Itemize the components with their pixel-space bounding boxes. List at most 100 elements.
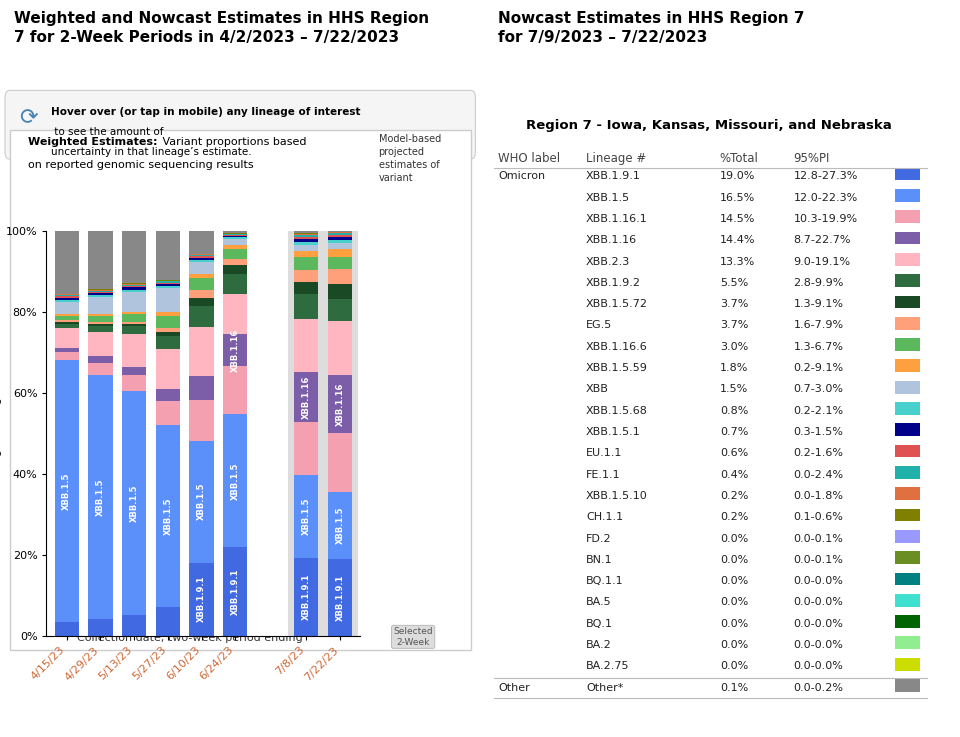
Text: BN.1: BN.1	[586, 555, 612, 565]
Text: XBB.1.5.59: XBB.1.5.59	[586, 363, 648, 373]
Text: 0.0-0.1%: 0.0-0.1%	[794, 534, 844, 543]
Text: 0.0%: 0.0%	[720, 661, 748, 671]
Text: FE.1.1: FE.1.1	[586, 469, 621, 480]
Bar	[895, 231, 921, 245]
Bar	[895, 338, 921, 351]
Text: 2.8-9.9%: 2.8-9.9%	[794, 278, 844, 288]
Text: Other: Other	[498, 682, 530, 693]
Text: 0.2-9.1%: 0.2-9.1%	[794, 363, 844, 373]
Text: XBB.1.16: XBB.1.16	[586, 235, 637, 245]
Text: BQ.1.1: BQ.1.1	[586, 576, 624, 586]
Text: 1.3-6.7%: 1.3-6.7%	[794, 342, 844, 352]
Text: BA.2: BA.2	[586, 640, 612, 650]
Text: 1.3-9.1%: 1.3-9.1%	[794, 299, 844, 309]
Bar	[895, 189, 921, 202]
Bar	[895, 444, 921, 458]
Bar	[895, 168, 921, 181]
Text: 0.0-0.0%: 0.0-0.0%	[794, 661, 844, 671]
Text: 0.0-1.8%: 0.0-1.8%	[794, 491, 844, 501]
Text: Variant proportions based: Variant proportions based	[159, 137, 307, 147]
Text: Weighted Estimates:: Weighted Estimates:	[28, 137, 157, 147]
Text: 0.0%: 0.0%	[720, 576, 748, 586]
Bar	[895, 274, 921, 287]
Text: EU.1.1: EU.1.1	[586, 448, 622, 458]
Bar	[895, 573, 921, 585]
Text: XBB.1.16.1: XBB.1.16.1	[586, 214, 648, 224]
Text: BA.5: BA.5	[586, 598, 612, 607]
Text: 3.7%: 3.7%	[720, 299, 748, 309]
Text: Selected
2-Week: Selected 2-Week	[394, 627, 433, 646]
Text: 0.6%: 0.6%	[720, 448, 748, 458]
Text: 0.2%: 0.2%	[720, 512, 748, 523]
Text: CH.1.1: CH.1.1	[586, 512, 623, 523]
Text: FD.2: FD.2	[586, 534, 612, 543]
Bar	[895, 551, 921, 564]
Text: 0.0%: 0.0%	[720, 619, 748, 629]
FancyBboxPatch shape	[5, 91, 475, 159]
Text: Weighted and Nowcast Estimates in HHS Region
7 for 2-Week Periods in 4/2/2023 – : Weighted and Nowcast Estimates in HHS Re…	[14, 11, 429, 44]
Bar	[895, 210, 921, 223]
Bar	[895, 317, 921, 329]
Text: 0.7%: 0.7%	[720, 427, 748, 437]
Text: 3.0%: 3.0%	[720, 342, 748, 352]
Text: XBB: XBB	[586, 385, 609, 394]
Text: 19.0%: 19.0%	[720, 171, 756, 181]
Text: XBB.2.3: XBB.2.3	[586, 256, 631, 267]
Text: 14.4%: 14.4%	[720, 235, 756, 245]
Bar	[895, 657, 921, 671]
Bar	[895, 381, 921, 394]
Text: Lineage #: Lineage #	[586, 152, 646, 165]
Bar	[895, 637, 921, 649]
Text: to see the amount of: to see the amount of	[51, 128, 163, 137]
Text: WHO label: WHO label	[498, 152, 561, 165]
Text: 13.3%: 13.3%	[720, 256, 756, 267]
Text: 0.2-2.1%: 0.2-2.1%	[794, 405, 844, 416]
FancyBboxPatch shape	[10, 130, 470, 650]
Text: 12.0-22.3%: 12.0-22.3%	[794, 192, 858, 203]
Text: 95%PI: 95%PI	[794, 152, 830, 165]
Bar	[895, 615, 921, 628]
Text: 0.0-0.0%: 0.0-0.0%	[794, 640, 844, 650]
Text: 0.2-1.6%: 0.2-1.6%	[794, 448, 844, 458]
Bar	[895, 594, 921, 607]
Text: XBB.1.5.10: XBB.1.5.10	[586, 491, 648, 501]
Text: ⟳: ⟳	[19, 108, 37, 128]
Text: EG.5: EG.5	[586, 321, 612, 330]
Text: 0.3-1.5%: 0.3-1.5%	[794, 427, 844, 437]
Bar	[895, 530, 921, 542]
Text: 0.0-2.4%: 0.0-2.4%	[794, 469, 844, 480]
Text: 1.8%: 1.8%	[720, 363, 748, 373]
Text: 0.0-0.2%: 0.0-0.2%	[794, 682, 844, 693]
Text: 16.5%: 16.5%	[720, 192, 756, 203]
Text: XBB.1.5.1: XBB.1.5.1	[586, 427, 641, 437]
Text: 10.3-19.9%: 10.3-19.9%	[794, 214, 857, 224]
Text: 5.5%: 5.5%	[720, 278, 748, 288]
Text: XBB.1.9.2: XBB.1.9.2	[586, 278, 641, 288]
Bar	[895, 509, 921, 521]
Bar	[895, 253, 921, 266]
Text: Other*: Other*	[586, 682, 623, 693]
Text: 1.6-7.9%: 1.6-7.9%	[794, 321, 844, 330]
Text: BQ.1: BQ.1	[586, 619, 613, 629]
Text: 9.0-19.1%: 9.0-19.1%	[794, 256, 851, 267]
Text: 8.7-22.7%: 8.7-22.7%	[794, 235, 852, 245]
Text: XBB.1.5: XBB.1.5	[586, 192, 630, 203]
Text: Omicron: Omicron	[498, 171, 545, 181]
Text: 12.8-27.3%: 12.8-27.3%	[794, 171, 858, 181]
Bar	[895, 679, 921, 692]
Text: Model-based
projected
estimates of
variant: Model-based projected estimates of varia…	[378, 134, 441, 184]
Text: Region 7 - Iowa, Kansas, Missouri, and Nebraska: Region 7 - Iowa, Kansas, Missouri, and N…	[526, 119, 892, 133]
Text: on reported genomic sequencing results: on reported genomic sequencing results	[28, 161, 253, 170]
Text: 0.4%: 0.4%	[720, 469, 748, 480]
Text: 0.0%: 0.0%	[720, 534, 748, 543]
Text: XBB.1.5.72: XBB.1.5.72	[586, 299, 648, 309]
Text: 0.0-0.0%: 0.0-0.0%	[794, 576, 844, 586]
Text: BA.2.75: BA.2.75	[586, 661, 630, 671]
Bar	[895, 423, 921, 436]
Text: 0.0%: 0.0%	[720, 555, 748, 565]
Text: 0.1-0.6%: 0.1-0.6%	[794, 512, 844, 523]
Text: 0.0%: 0.0%	[720, 640, 748, 650]
Text: 14.5%: 14.5%	[720, 214, 756, 224]
Text: 0.0-0.0%: 0.0-0.0%	[794, 598, 844, 607]
Bar	[895, 360, 921, 372]
